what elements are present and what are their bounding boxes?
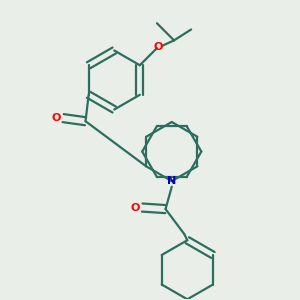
Text: O: O bbox=[131, 202, 140, 212]
Text: O: O bbox=[154, 42, 163, 52]
Text: N: N bbox=[167, 176, 176, 186]
Text: O: O bbox=[52, 113, 61, 123]
